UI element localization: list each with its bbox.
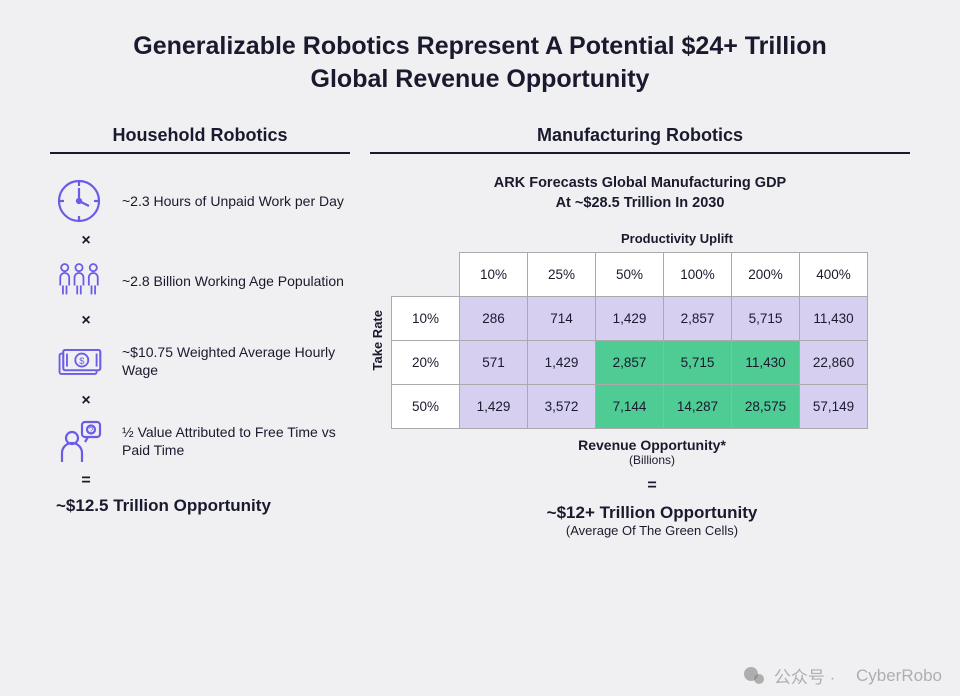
svg-text:?: ? (89, 426, 94, 435)
col-header: 100% (664, 253, 732, 297)
multiply-sign: × (76, 312, 96, 330)
svg-text:$: $ (79, 356, 84, 366)
matrix-cell: 28,575 (732, 385, 800, 429)
matrix-cell: 5,715 (664, 341, 732, 385)
matrix-cell: 11,430 (732, 341, 800, 385)
row-header: 10% (392, 297, 460, 341)
col-header: 10% (460, 253, 528, 297)
watermark: 公众号 · CyberRobo (742, 663, 942, 688)
matrix-cell: 7,144 (596, 385, 664, 429)
household-item-text: ~2.3 Hours of Unpaid Work per Day (122, 192, 344, 210)
matrix-cell: 714 (528, 297, 596, 341)
sensitivity-table: 10%25%50%100%200%400%10%2867141,4292,857… (391, 252, 868, 429)
household-item: ? ½ Value Attributed to Free Time vs Pai… (50, 414, 350, 468)
matrix-cell: 22,860 (800, 341, 868, 385)
matrix-cell: 571 (460, 341, 528, 385)
matrix-cell: 1,429 (596, 297, 664, 341)
household-item-text: ~2.8 Billion Working Age Population (122, 272, 344, 290)
matrix-cell: 3,572 (528, 385, 596, 429)
manufacturing-title: Manufacturing Robotics (370, 125, 910, 154)
manufacturing-column: Manufacturing Robotics ARK Forecasts Glo… (370, 125, 910, 538)
people-icon (50, 254, 108, 308)
matrix-cell: 2,857 (664, 297, 732, 341)
household-item-text: ~$10.75 Weighted Average Hourly Wage (122, 343, 350, 379)
clock-icon (50, 174, 108, 228)
household-item: $ ~$10.75 Weighted Average Hourly Wage (50, 334, 350, 388)
row-header: 20% (392, 341, 460, 385)
matrix-cell: 57,149 (800, 385, 868, 429)
matrix-cell: 1,429 (528, 341, 596, 385)
household-column: Household Robotics ~2.3 Hours of Unpaid … (50, 125, 350, 538)
revenue-sublabel: (Billions) (370, 453, 910, 467)
take-rate-label: Take Rate (370, 310, 385, 370)
matrix-cell: 5,715 (732, 297, 800, 341)
revenue-label: Revenue Opportunity* (370, 437, 910, 453)
household-item: ~2.8 Billion Working Age Population (50, 254, 350, 308)
equals-sign-right: = (394, 477, 910, 495)
matrix-cell: 286 (460, 297, 528, 341)
half-icon: ? (50, 414, 108, 468)
matrix-cell: 2,857 (596, 341, 664, 385)
matrix-cell: 1,429 (460, 385, 528, 429)
forecast-text: ARK Forecasts Global Manufacturing GDP A… (370, 174, 910, 213)
equals-sign: = (76, 472, 96, 490)
manufacturing-result-sub: (Average Of The Green Cells) (370, 523, 910, 538)
row-header: 50% (392, 385, 460, 429)
household-item: ~2.3 Hours of Unpaid Work per Day (50, 174, 350, 228)
matrix-cell: 11,430 (800, 297, 868, 341)
multiply-sign: × (76, 392, 96, 410)
household-result: ~$12.5 Trillion Opportunity (56, 496, 350, 516)
col-header: 50% (596, 253, 664, 297)
wechat-icon (742, 664, 766, 688)
household-item-text: ½ Value Attributed to Free Time vs Paid … (122, 423, 350, 459)
matrix-cell: 14,287 (664, 385, 732, 429)
multiply-sign: × (76, 232, 96, 250)
productivity-label: Productivity Uplift (370, 231, 910, 246)
manufacturing-result: ~$12+ Trillion Opportunity (370, 503, 910, 523)
col-header: 400% (800, 253, 868, 297)
household-title: Household Robotics (50, 125, 350, 154)
money-icon: $ (50, 334, 108, 388)
page-title: Generalizable Robotics Represent A Poten… (50, 30, 910, 95)
col-header: 200% (732, 253, 800, 297)
col-header: 25% (528, 253, 596, 297)
